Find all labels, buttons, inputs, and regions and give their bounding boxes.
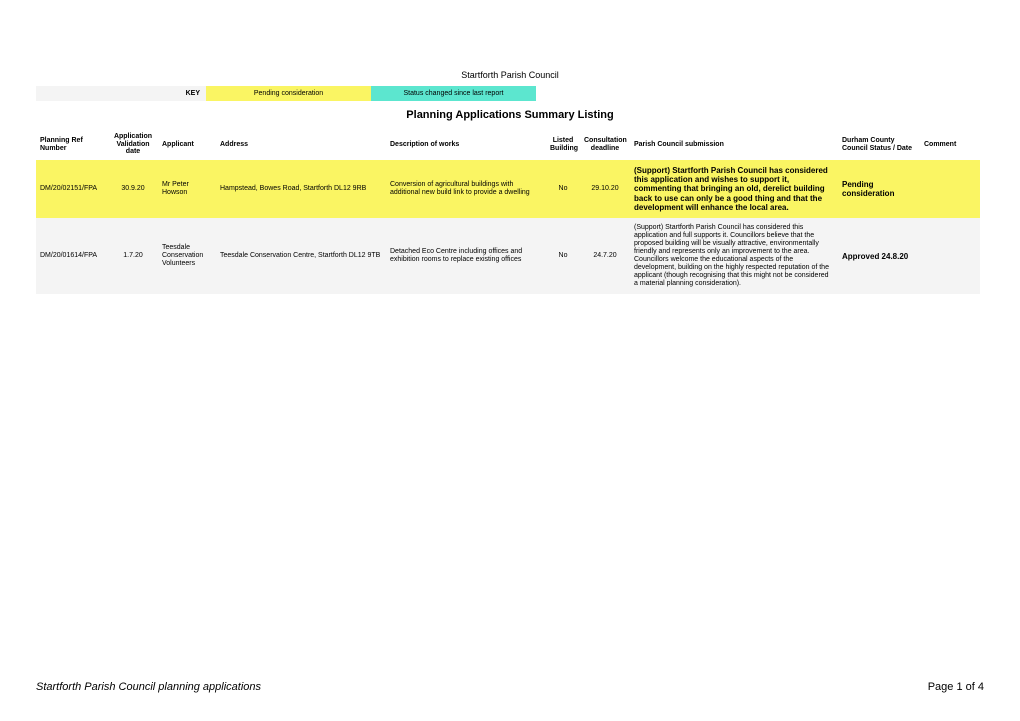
table-row: DM/20/02151/FPA30.9.20Mr Peter HowsonHam… [36, 160, 980, 218]
key-label: KEY [36, 86, 206, 101]
table-cell: Teesdale Conservation Centre, Startforth… [216, 218, 386, 294]
col-header: Description of works [386, 129, 546, 160]
table-row: DM/20/01614/FPA1.7.20Teesdale Conservati… [36, 218, 980, 294]
table-cell: Hampstead, Bowes Road, Startforth DL12 9… [216, 160, 386, 218]
table-cell [920, 218, 980, 294]
col-header: Applicant [158, 129, 216, 160]
col-header: Comment [920, 129, 980, 160]
footer-right: Page 1 of 4 [928, 681, 984, 693]
footer-left: Startforth Parish Council planning appli… [36, 681, 261, 693]
table-cell: 24.7.20 [580, 218, 630, 294]
table-cell: Conversion of agricultural buildings wit… [386, 160, 546, 218]
page: Startforth Parish Council KEY Pending co… [0, 0, 1020, 294]
table-cell: 29.10.20 [580, 160, 630, 218]
table-cell: No [546, 160, 580, 218]
table-cell: Approved 24.8.20 [838, 218, 920, 294]
table-cell [920, 160, 980, 218]
table-cell: (Support) Startforth Parish Council has … [630, 218, 838, 294]
key-pending: Pending consideration [206, 86, 371, 101]
table-cell: DM/20/01614/FPA [36, 218, 108, 294]
table-body: DM/20/02151/FPA30.9.20Mr Peter HowsonHam… [36, 160, 980, 294]
table-cell: Teesdale Conservation Volunteers [158, 218, 216, 294]
key-row: KEY Pending consideration Status changed… [36, 86, 536, 101]
col-header: Listed Building [546, 129, 580, 160]
col-header: Parish Council submission [630, 129, 838, 160]
table-cell: Detached Eco Centre including offices an… [386, 218, 546, 294]
table-cell: Mr Peter Howson [158, 160, 216, 218]
council-name: Startforth Parish Council [36, 70, 984, 80]
footer: Startforth Parish Council planning appli… [36, 681, 984, 693]
table-head: Planning Ref NumberApplication Validatio… [36, 129, 980, 160]
col-header: Consultation deadline [580, 129, 630, 160]
table-cell: Pending consideration [838, 160, 920, 218]
header-row: Planning Ref NumberApplication Validatio… [36, 129, 980, 160]
listing-title: Planning Applications Summary Listing [36, 109, 984, 121]
table-cell: (Support) Startforth Parish Council has … [630, 160, 838, 218]
table-cell: 30.9.20 [108, 160, 158, 218]
col-header: Durham County Council Status / Date [838, 129, 920, 160]
col-header: Planning Ref Number [36, 129, 108, 160]
table-cell: No [546, 218, 580, 294]
table-cell: DM/20/02151/FPA [36, 160, 108, 218]
col-header: Address [216, 129, 386, 160]
col-header: Application Validation date [108, 129, 158, 160]
key-changed: Status changed since last report [371, 86, 536, 101]
table-cell: 1.7.20 [108, 218, 158, 294]
applications-table: Planning Ref NumberApplication Validatio… [36, 129, 980, 294]
